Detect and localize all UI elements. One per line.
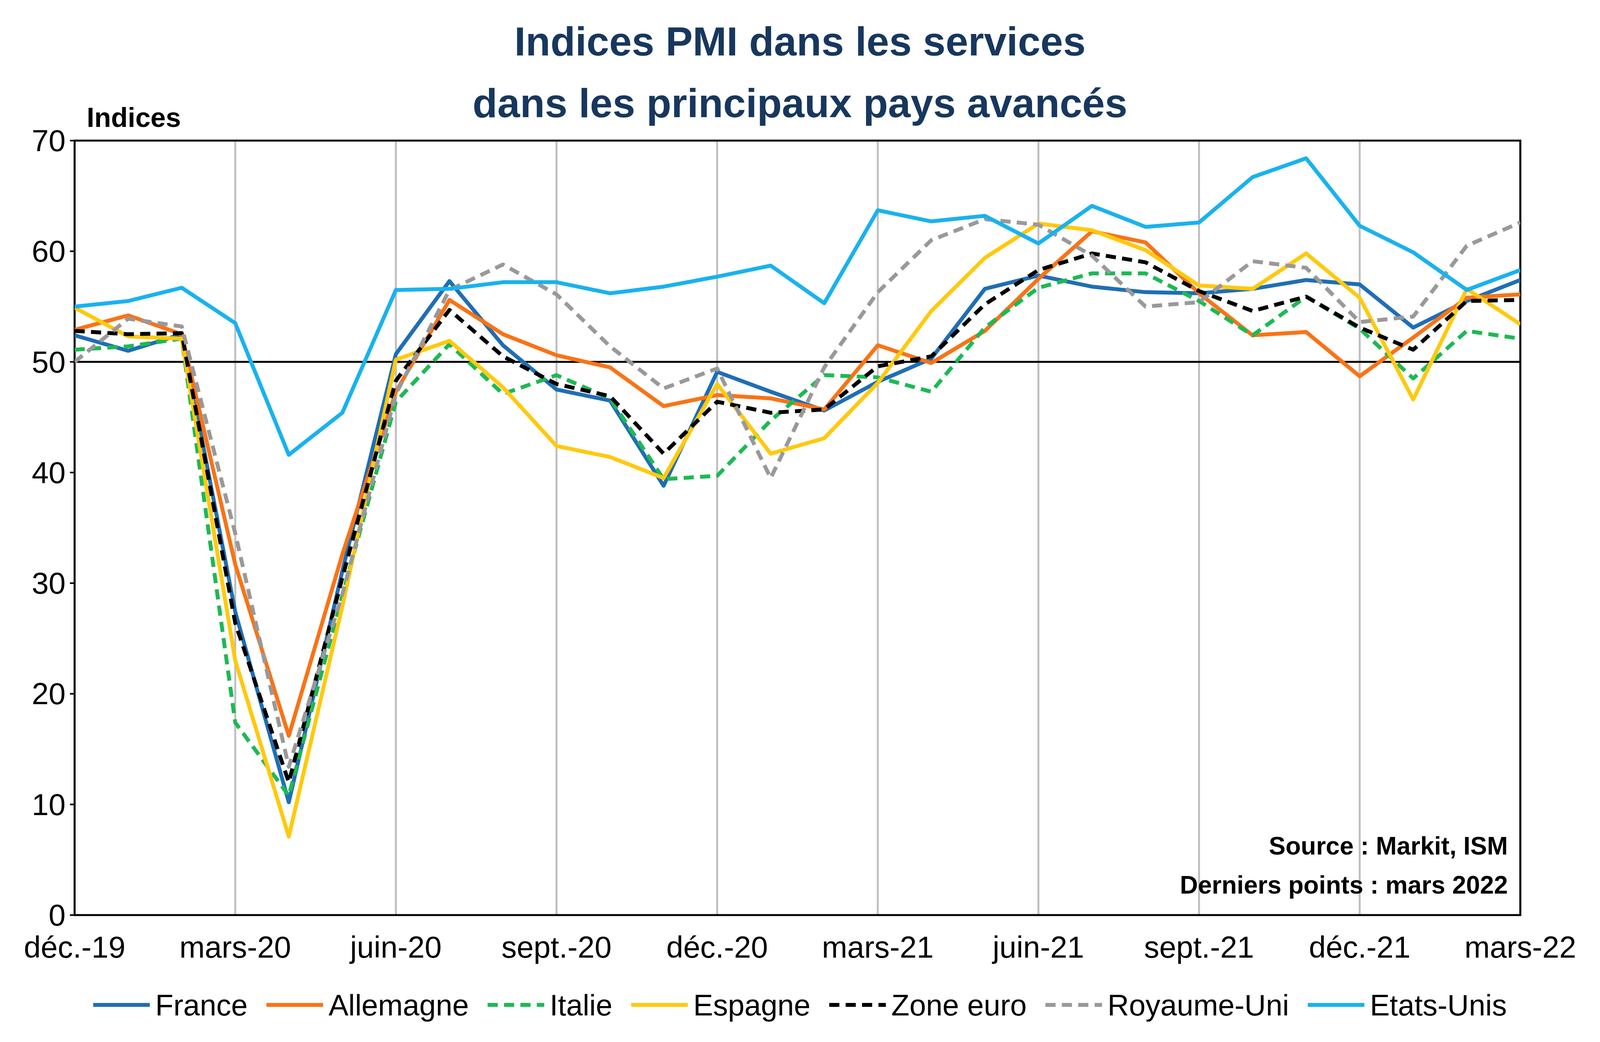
grid-line bbox=[716, 140, 718, 916]
x-tick-label: mars-22 bbox=[1464, 930, 1577, 965]
series-group bbox=[74, 158, 1521, 837]
y-tick-label: 60 bbox=[31, 233, 66, 269]
legend-label: Zone euro bbox=[891, 988, 1027, 1022]
legend-label: Etats-Unis bbox=[1369, 988, 1508, 1022]
grid-line bbox=[1358, 140, 1361, 916]
y-tick-label: 10 bbox=[31, 787, 66, 822]
series-line bbox=[74, 158, 1521, 455]
legend-swatch bbox=[829, 1003, 886, 1008]
grid-line bbox=[394, 140, 397, 916]
legend-swatch bbox=[487, 1003, 545, 1008]
x-tick-label: mars-20 bbox=[179, 930, 292, 965]
x-tick-label: mars-21 bbox=[821, 930, 934, 965]
x-tick-label: déc.-19 bbox=[23, 930, 126, 965]
series-line bbox=[74, 219, 1521, 767]
legend-label: Italie bbox=[549, 988, 613, 1022]
y-tick-label: 50 bbox=[31, 344, 66, 380]
x-tick-label: sept.-21 bbox=[1144, 930, 1255, 965]
legend-swatch bbox=[631, 1003, 688, 1008]
y-label: Indices bbox=[86, 102, 181, 133]
annotation: Source : Markit, ISM bbox=[1268, 832, 1508, 861]
legend-label: Royaume-Uni bbox=[1107, 988, 1290, 1022]
series-line bbox=[74, 231, 1521, 736]
y-tick-label: 70 bbox=[31, 123, 66, 158]
grid-line bbox=[1037, 140, 1040, 916]
legend: France Allemagne Italie Espagne Zone euro Roy… bbox=[93, 988, 1508, 1022]
annotation: Derniers points : mars 2022 bbox=[1180, 871, 1508, 900]
title-line: dans les principaux pays avancés bbox=[472, 80, 1128, 126]
y-tick-label: 30 bbox=[31, 566, 66, 601]
legend-swatch bbox=[93, 1003, 150, 1008]
legend-swatch bbox=[266, 1003, 324, 1008]
legend-label: Allemagne bbox=[328, 988, 469, 1022]
series-line bbox=[74, 273, 1521, 796]
legend-label: Espagne bbox=[693, 988, 811, 1022]
x-tick-label: déc.-21 bbox=[1308, 930, 1411, 965]
y-tick-label: 40 bbox=[31, 455, 66, 490]
x-tick-label: juin-20 bbox=[349, 930, 442, 965]
chart: Indices PMI dans les services dans les pr… bbox=[0, 0, 1600, 1042]
series-line bbox=[74, 253, 1521, 783]
legend-swatch bbox=[1307, 1003, 1365, 1008]
grid-line bbox=[876, 140, 879, 916]
title: Indices PMI dans les services dans les pr… bbox=[472, 18, 1128, 126]
y-tick-label: 0 bbox=[48, 898, 66, 933]
x-tick-label: sept.-20 bbox=[501, 930, 612, 965]
legend-label: France bbox=[155, 988, 249, 1022]
grid-line bbox=[555, 140, 558, 916]
series-line bbox=[74, 223, 1521, 837]
grid-line bbox=[1198, 140, 1200, 916]
x-tick-label: juin-21 bbox=[991, 930, 1084, 965]
x-tick-label: déc.-20 bbox=[666, 930, 768, 965]
legend-swatch bbox=[1045, 1003, 1102, 1008]
reference-line bbox=[74, 360, 1521, 363]
title-line: Indices PMI dans les services bbox=[514, 18, 1086, 65]
plot-frame bbox=[74, 140, 1521, 916]
y-tick-label: 20 bbox=[31, 676, 66, 711]
